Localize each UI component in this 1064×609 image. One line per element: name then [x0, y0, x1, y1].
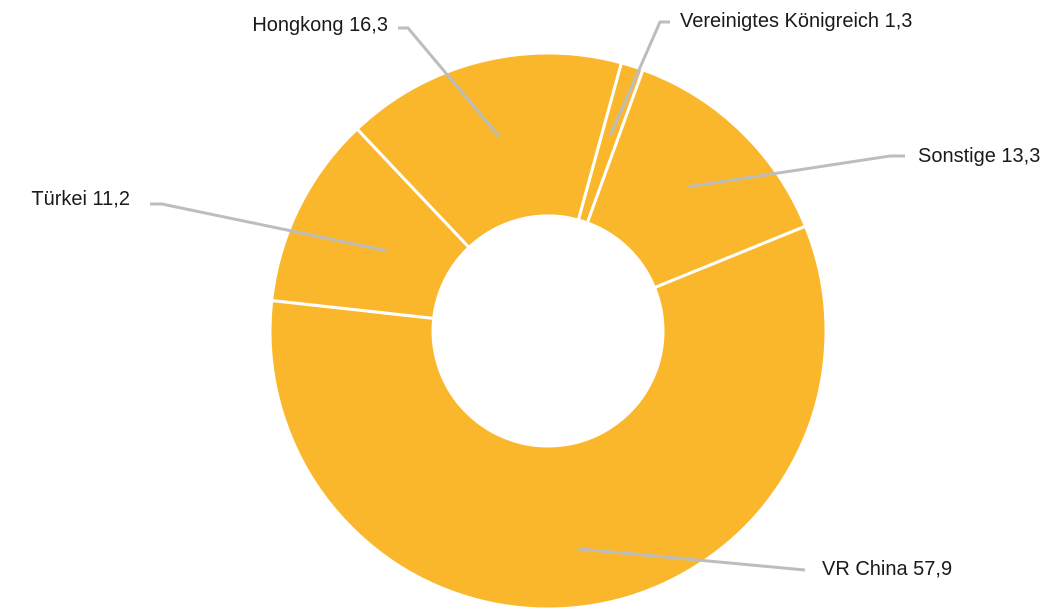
data-label: Vereinigtes Königreich 1,3: [680, 10, 912, 32]
leader-line: [398, 26, 501, 138]
data-label: Sonstige 13,3: [918, 145, 1040, 167]
label-value: 13,3: [1001, 145, 1040, 167]
label-category: Hongkong: [252, 14, 343, 36]
leader-line: [150, 202, 388, 253]
donut-slice: [270, 126, 472, 321]
data-label: Hongkong 16,3: [252, 14, 388, 36]
label-category: Türkei: [31, 188, 87, 210]
leader-line: [578, 547, 806, 572]
label-value: 16,3: [349, 14, 388, 36]
donut-slice: [585, 67, 808, 290]
label-category: VR China: [822, 558, 908, 580]
data-label: Türkei 11,2: [31, 188, 130, 210]
label-value: 57,9: [913, 558, 952, 580]
label-category: Sonstige: [918, 145, 996, 167]
leader-line: [608, 20, 670, 137]
donut-slice: [268, 224, 828, 609]
label-value: 11,2: [93, 188, 130, 210]
label-value: 1,3: [885, 10, 913, 32]
leader-line: [686, 154, 905, 189]
donut-slice: [354, 51, 624, 250]
label-category: Vereinigtes Königreich: [680, 10, 879, 32]
data-label: VR China 57,9: [822, 558, 952, 580]
